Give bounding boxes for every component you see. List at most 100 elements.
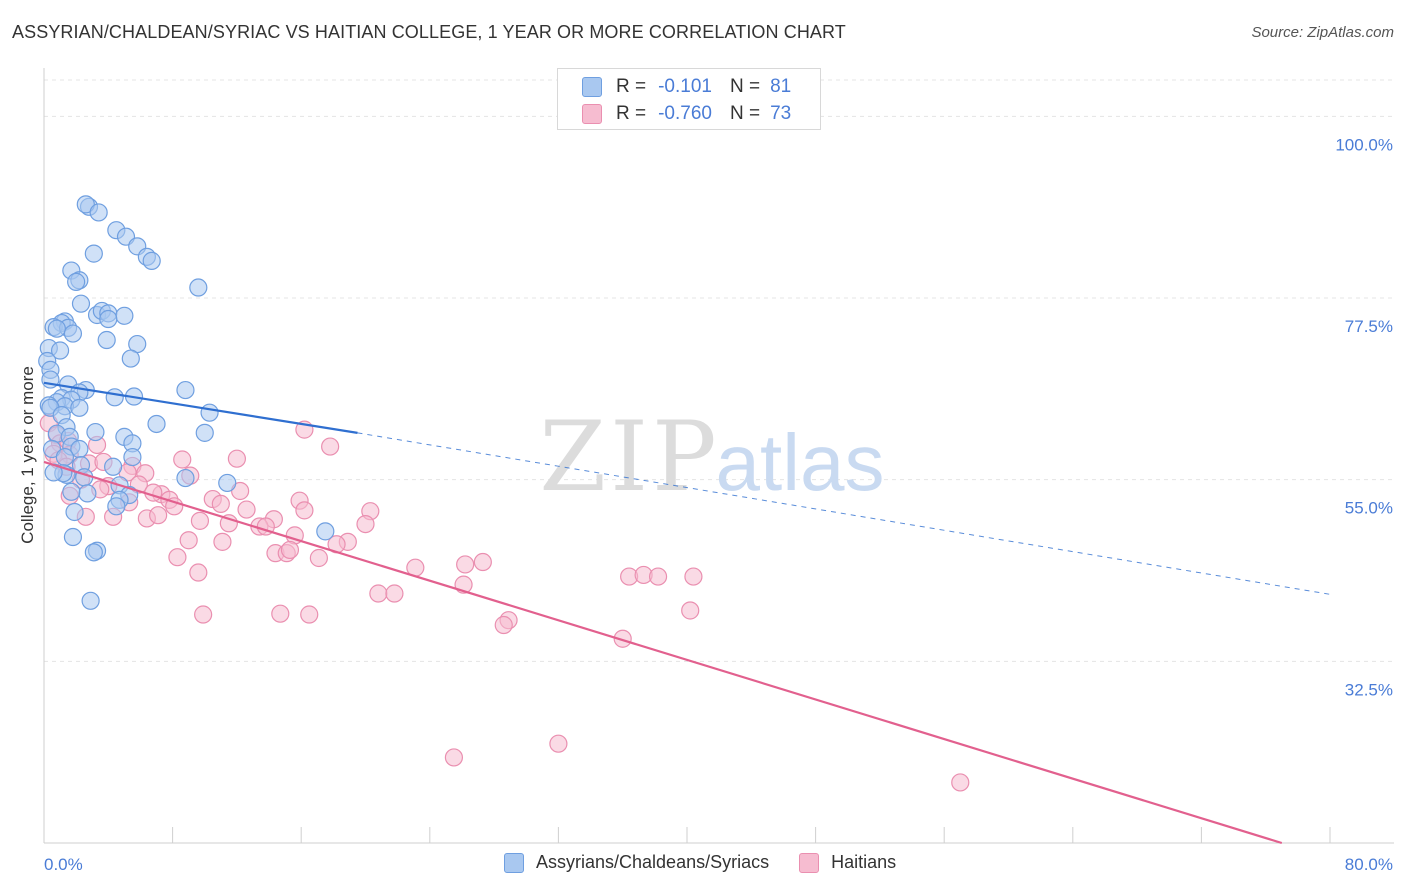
tick-label-layer: 32.5% 55.0% 77.5% 100.0% 0.0% 80.0% [44, 135, 1393, 874]
grid-layer [44, 79, 1394, 662]
legend-n-label: N = [729, 103, 761, 124]
assyrian-point [71, 294, 91, 313]
haitian-point [549, 734, 568, 753]
y-tick-label: 77.5% [1345, 317, 1393, 336]
haitian-point [165, 497, 184, 516]
assyrian-point [142, 251, 161, 270]
haitian-point [189, 563, 208, 582]
haitian-point [321, 437, 340, 456]
assyrian-point [316, 522, 335, 541]
axis-layer [43, 68, 1394, 844]
series-legend-assyrians[interactable]: Assyrians/Chaldeans/Syriacs [504, 852, 769, 873]
trend-layer [43, 381, 1331, 845]
assyrian-trend-line [43, 381, 358, 434]
assyrian-point [42, 439, 62, 459]
haitian-point [356, 514, 375, 534]
legend-r-label: R = [616, 103, 647, 124]
assyrian-point [105, 388, 124, 407]
legend-r-value: -0.760 [658, 103, 712, 124]
assyrian-point [176, 380, 195, 400]
assyrian-point [176, 468, 195, 488]
assyrian-point [63, 527, 83, 547]
assyrian-point [47, 319, 66, 338]
series-swatch-pink [799, 852, 820, 873]
assyrian-point [62, 482, 81, 501]
haitian-point [613, 629, 632, 648]
legend-n-value: 73 [770, 103, 792, 124]
assyrian-point [50, 341, 70, 360]
source-label: Source: ZipAtlas.com [1251, 24, 1394, 41]
legend-swatch-pink [582, 104, 602, 124]
assyrian-point [76, 195, 95, 214]
haitian-trend-line [43, 460, 1283, 845]
x-tick-label-min: 0.0% [44, 855, 83, 874]
haitian-point [231, 481, 250, 501]
series-legend: Assyrians/Chaldeans/Syriacs Haitians [504, 852, 926, 873]
legend-row-haitians: R = -0.760 N = 73 [582, 101, 791, 127]
legend-n-label: N = [729, 76, 761, 97]
assyrian-point [55, 447, 74, 467]
assyrian-point [147, 414, 166, 434]
watermark: ZIP atlas [539, 401, 884, 513]
series-swatch-blue [504, 852, 524, 873]
haitian-point [951, 773, 970, 792]
assyrian-point [65, 502, 84, 522]
legend-r-value: -0.101 [658, 76, 712, 97]
legend-row-assyrians: R = -0.101 N = 81 [582, 74, 791, 100]
assyrian-point [97, 330, 116, 350]
assyrian-point [67, 272, 86, 291]
assyrian-point [84, 543, 103, 562]
haitian-point [681, 601, 700, 620]
y-tick-label: 55.0% [1345, 499, 1393, 518]
assyrian-point [86, 422, 105, 442]
haitian-point [444, 748, 464, 767]
y-axis-label: College, 1 year or more [18, 366, 37, 544]
correlation-legend: R = -0.101 N = 81 R = -0.760 N = 73 [557, 68, 821, 130]
assyrian-point [200, 403, 219, 422]
assyrian-point [99, 309, 118, 329]
haitian-point [179, 531, 198, 550]
assyrian-point [123, 447, 142, 467]
haitian-point [227, 449, 246, 468]
watermark-zip: ZIP [539, 401, 720, 513]
series-legend-haitians[interactable]: Haitians [799, 852, 896, 873]
assyrian-point [121, 349, 140, 368]
assyrian-point [104, 457, 123, 476]
haitian-point [194, 605, 213, 624]
haitian-point [369, 584, 388, 603]
series-label-haitians: Haitians [831, 852, 897, 872]
haitian-point [385, 584, 404, 603]
haitian-point [280, 540, 300, 560]
assyrian-point [189, 278, 208, 297]
assyrian-point [70, 398, 89, 417]
y-tick-label: 100.0% [1335, 135, 1393, 154]
assyrian-point [81, 591, 100, 610]
haitian-point [213, 532, 232, 551]
legend-n-value: 81 [770, 76, 792, 97]
series-label-assyrians: Assyrians/Chaldeans/Syriacs [536, 852, 770, 872]
assyrian-point [63, 324, 83, 343]
chart-title: ASSYRIAN/CHALDEAN/SYRIAC VS HAITIAN COLL… [12, 22, 846, 42]
haitian-point [473, 552, 492, 572]
haitian-point [237, 500, 256, 519]
haitian-point [309, 548, 328, 568]
haitian-point [168, 548, 187, 567]
legend-swatch-blue [582, 77, 602, 97]
assyrian-point [78, 484, 97, 503]
haitian-point [456, 555, 475, 574]
assyrian-point [84, 244, 103, 263]
assyrian-point [218, 473, 237, 493]
haitian-point [211, 494, 230, 514]
assyrian-trend-extension [357, 432, 1331, 595]
legend-r-label: R = [616, 76, 647, 97]
haitian-point [271, 604, 290, 623]
points-layer [38, 195, 970, 792]
haitian-point [494, 615, 513, 635]
assyrian-point [107, 497, 126, 516]
watermark-atlas: atlas [716, 418, 885, 507]
haitian-point [648, 567, 668, 586]
haitian-point [300, 605, 319, 624]
assyrian-point [195, 423, 214, 442]
assyrian-point [115, 306, 134, 325]
